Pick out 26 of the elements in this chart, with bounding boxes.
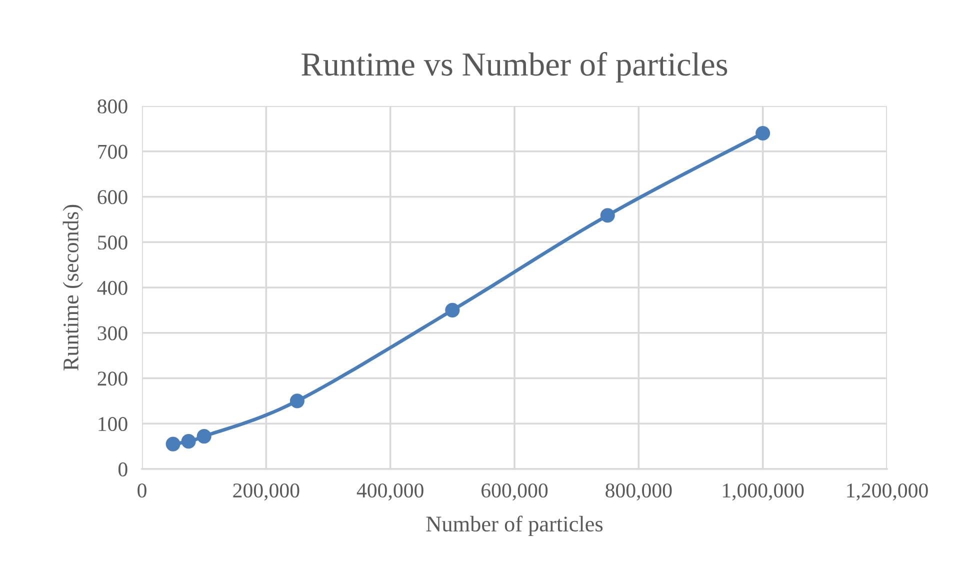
y-tick-label: 500 (98, 236, 128, 250)
point (196, 429, 212, 444)
x-tick-label: 1,200,000 (847, 483, 928, 501)
y-axis-title: Runtime (seconds) (62, 204, 83, 370)
point (290, 394, 304, 408)
x-tick-label: 0 (138, 483, 146, 498)
y-tick-label: 200 (98, 372, 128, 386)
x-tick-label: 400,000 (356, 483, 424, 501)
x-tick-label: 800,000 (606, 483, 672, 501)
chart-title: Runtime vs Number of particles (302, 52, 728, 83)
y-tick-label: 700 (98, 144, 128, 159)
point (600, 208, 615, 223)
point (756, 126, 770, 141)
point (445, 302, 460, 318)
point (166, 436, 180, 452)
y-tick-label: 300 (98, 326, 128, 340)
y-tick-label: 400 (97, 280, 128, 295)
point (181, 434, 196, 449)
y-tick-label: 600 (98, 190, 128, 204)
x-tick-label: 1,000,000 (723, 483, 804, 501)
y-tick-label: 0 (118, 462, 128, 476)
x-tick-label: 200,000 (233, 483, 300, 501)
y-tick-label: 800 (98, 99, 128, 114)
x-tick-label: 600,000 (482, 483, 548, 501)
y-tick-label: 100 (98, 417, 128, 432)
x-axis-title: Number of particles (426, 516, 603, 536)
